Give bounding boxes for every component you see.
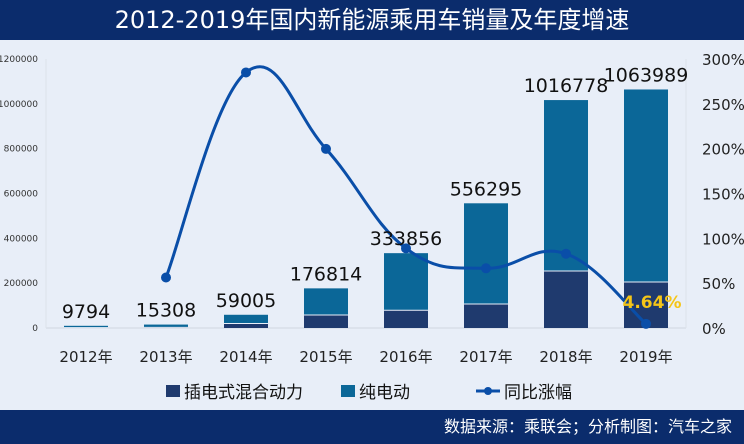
left-tick-label: 800000 bbox=[4, 145, 39, 155]
x-tick-label: 2015年 bbox=[299, 348, 352, 366]
bar-bev bbox=[624, 89, 668, 283]
bar-bev bbox=[544, 100, 588, 272]
bar-phev bbox=[544, 271, 588, 328]
right-tick-label: 100% bbox=[702, 230, 744, 248]
total-data-label: 9794 bbox=[62, 301, 110, 323]
highlight-label: 4.64% bbox=[623, 293, 682, 313]
total-data-label: 59005 bbox=[216, 290, 276, 312]
bar-phev bbox=[384, 310, 428, 328]
right-tick-label: 0% bbox=[702, 320, 726, 338]
total-data-label: 15308 bbox=[136, 300, 196, 322]
legend-line-marker bbox=[484, 387, 492, 395]
chart-title: 2012-2019年国内新能源乘用车销量及年度增速 bbox=[0, 0, 744, 40]
total-data-label: 1063989 bbox=[604, 64, 689, 86]
bar-bev bbox=[64, 325, 108, 328]
legend-line-label: 同比涨幅 bbox=[504, 383, 572, 403]
growth-point bbox=[481, 263, 491, 274]
bar-phev bbox=[224, 323, 268, 328]
right-tick-label: 250% bbox=[702, 96, 744, 114]
bar-phev bbox=[304, 314, 348, 328]
total-data-label: 556295 bbox=[450, 178, 523, 200]
left-tick-label: 600000 bbox=[4, 190, 39, 200]
bar-bev bbox=[464, 203, 508, 305]
growth-point bbox=[161, 272, 171, 283]
right-tick-label: 200% bbox=[702, 141, 744, 159]
bar-bev bbox=[224, 314, 268, 324]
x-tick-label: 2018年 bbox=[539, 348, 592, 366]
left-tick-label: 1200000 bbox=[0, 55, 38, 65]
growth-point bbox=[321, 143, 331, 154]
x-tick-label: 2016年 bbox=[379, 348, 432, 366]
x-tick-label: 2019年 bbox=[619, 348, 672, 366]
growth-point bbox=[401, 243, 411, 254]
right-tick-label: 300% bbox=[702, 51, 744, 69]
bar-phev bbox=[464, 304, 508, 328]
bar-bev bbox=[144, 324, 188, 328]
left-tick-label: 400000 bbox=[4, 234, 39, 244]
growth-point bbox=[641, 318, 651, 329]
left-tick-label: 0 bbox=[32, 324, 38, 334]
legend-phev-label: 插电式混合动力 bbox=[184, 383, 303, 403]
legend-bev-swatch bbox=[341, 385, 355, 397]
left-tick-label: 1000000 bbox=[0, 100, 38, 110]
source-footer: 数据来源：乘联会；分析制图：汽车之家 bbox=[0, 410, 744, 444]
total-data-label: 333856 bbox=[370, 228, 443, 250]
right-tick-label: 50% bbox=[702, 275, 735, 293]
growth-point bbox=[241, 67, 251, 78]
x-tick-label: 2013年 bbox=[139, 348, 192, 366]
growth-point bbox=[561, 248, 571, 259]
total-data-label: 176814 bbox=[290, 263, 363, 285]
bar-bev bbox=[384, 253, 428, 311]
legend-phev-swatch bbox=[166, 385, 180, 397]
right-tick-label: 150% bbox=[702, 186, 744, 204]
total-data-label: 1016778 bbox=[524, 75, 609, 97]
bar-bev bbox=[304, 288, 348, 315]
x-tick-label: 2012年 bbox=[59, 348, 112, 366]
left-tick-label: 200000 bbox=[4, 279, 39, 289]
x-tick-label: 2014年 bbox=[219, 348, 272, 366]
legend-bev-label: 纯电动 bbox=[359, 383, 410, 403]
legend: 插电式混合动力 纯电动 同比涨幅 bbox=[166, 383, 572, 403]
x-tick-label: 2017年 bbox=[459, 348, 512, 366]
chart: 0 200000 400000 600000 800000 1000000 1200000 0… bbox=[0, 51, 744, 403]
